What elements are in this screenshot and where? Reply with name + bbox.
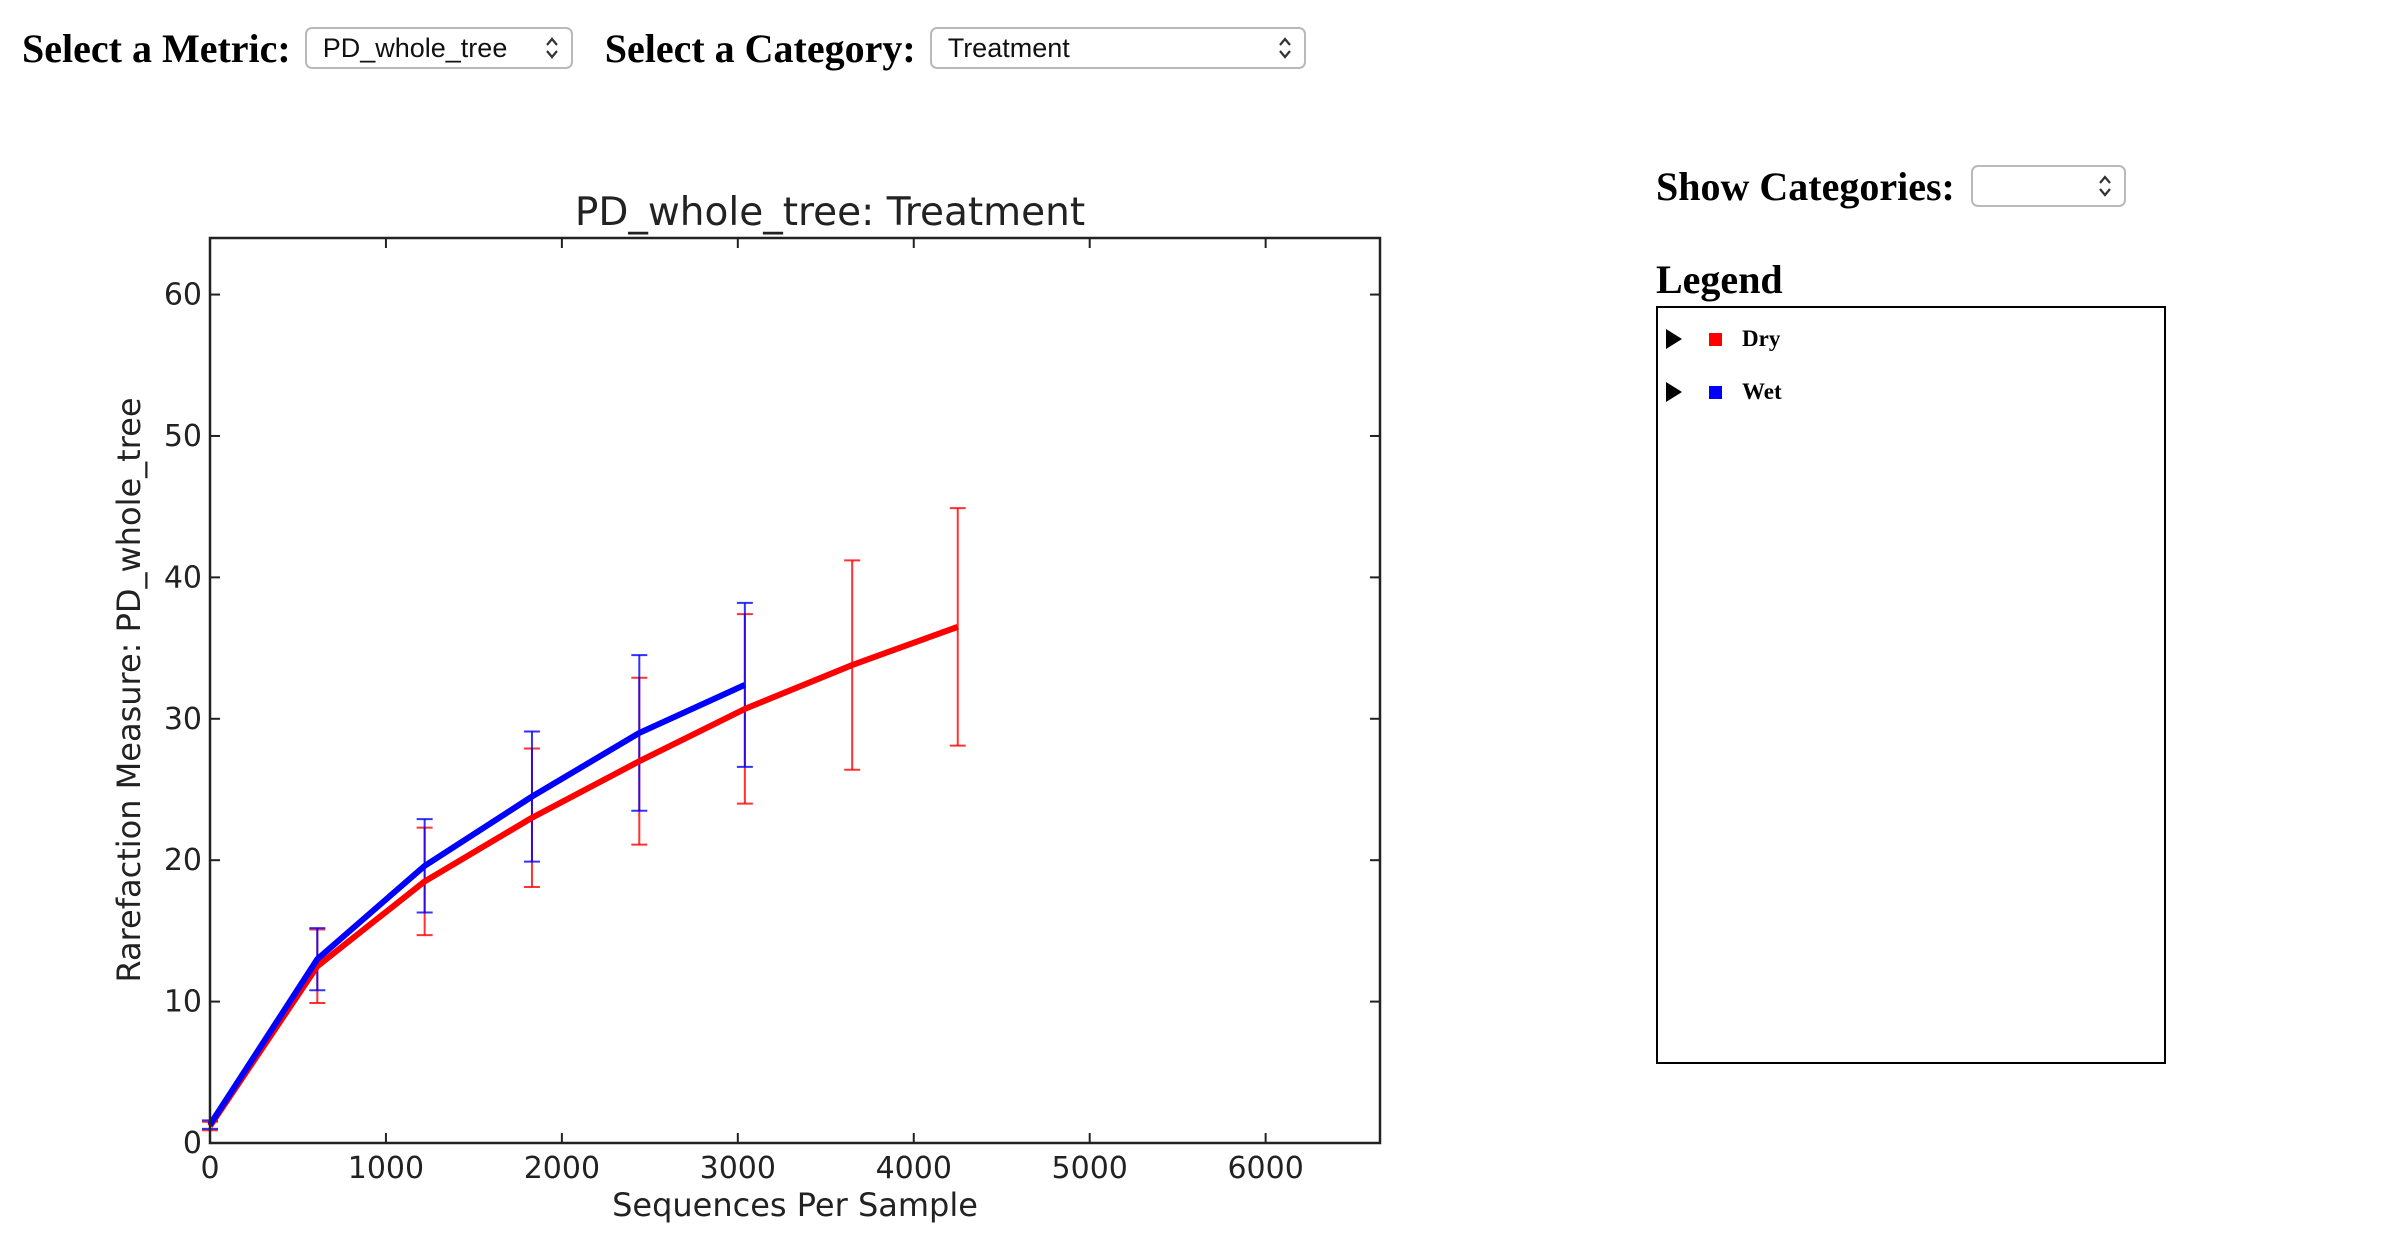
legend-label-wet: Wet (1742, 379, 1782, 404)
metric-category-toolbar: Select a Metric: PD_whole_tree Select a … (22, 24, 1306, 72)
y-tick-label: 50 (164, 419, 202, 454)
x-tick-label: 1000 (348, 1151, 424, 1186)
y-tick-label: 20 (164, 843, 202, 878)
category-select[interactable]: Treatment (929, 27, 1306, 69)
category-label: Select a Category: (604, 25, 916, 71)
x-tick-label: 0 (200, 1151, 219, 1186)
category-select-value: Treatment (947, 32, 1070, 63)
x-tick-label: 3000 (700, 1151, 776, 1186)
show-categories-select[interactable] (1970, 165, 2126, 207)
chevron-updown-icon (1278, 37, 1291, 59)
show-categories-label: Show Categories: (1656, 163, 1955, 209)
legend-title: Legend (1656, 257, 1783, 302)
x-tick-label: 5000 (1052, 1151, 1128, 1186)
show-categories-control: Show Categories: (1656, 163, 2126, 209)
rarefaction-plot: PD_whole_tree: Treatment 0 1000 2000 3000 40… (100, 180, 1420, 1250)
legend-swatch-wet (1709, 385, 1722, 399)
y-tick-label: 40 (164, 560, 202, 595)
y-tick-label: 30 (164, 702, 202, 737)
chevron-updown-icon (545, 37, 558, 59)
y-tick-label: 0 (183, 1126, 202, 1161)
metric-select-value: PD_whole_tree (322, 32, 508, 63)
metric-label: Select a Metric: (22, 25, 291, 71)
chart-title: PD_whole_tree: Treatment (575, 190, 1085, 235)
x-tick-label: 4000 (876, 1151, 952, 1186)
plot-frame (208, 236, 1382, 1145)
chevron-updown-icon (2099, 175, 2111, 197)
expand-triangle-icon[interactable] (1666, 329, 1682, 349)
series-line-wet (207, 682, 747, 1127)
y-tick-label: 10 (164, 985, 202, 1020)
x-axis-label: Sequences Per Sample (612, 1186, 978, 1224)
legend-item-dry[interactable]: Dry (1658, 324, 1780, 354)
legend-swatch-dry (1709, 332, 1722, 346)
expand-triangle-icon[interactable] (1666, 382, 1682, 402)
legend-item-wet[interactable]: Wet (1658, 377, 1782, 407)
x-tick-label: 2000 (524, 1151, 600, 1186)
y-tick-label: 60 (164, 278, 202, 313)
x-tick-label: 6000 (1227, 1151, 1303, 1186)
series-line-dry (207, 624, 959, 1128)
legend-label-dry: Dry (1742, 326, 1781, 351)
rarefaction-chart: PD_whole_tree: Treatment 0 1000 2000 3000 40… (110, 190, 1382, 1224)
y-axis-label: Rarefaction Measure: PD_whole_tree (110, 397, 148, 982)
legend-box: Dry Wet (1656, 306, 2166, 1064)
plot-marks: 0 1000 2000 3000 4000 5000 6000 0 10 20 30 40 50 60 (164, 238, 1380, 1186)
metric-select[interactable]: PD_whole_tree (304, 27, 573, 69)
